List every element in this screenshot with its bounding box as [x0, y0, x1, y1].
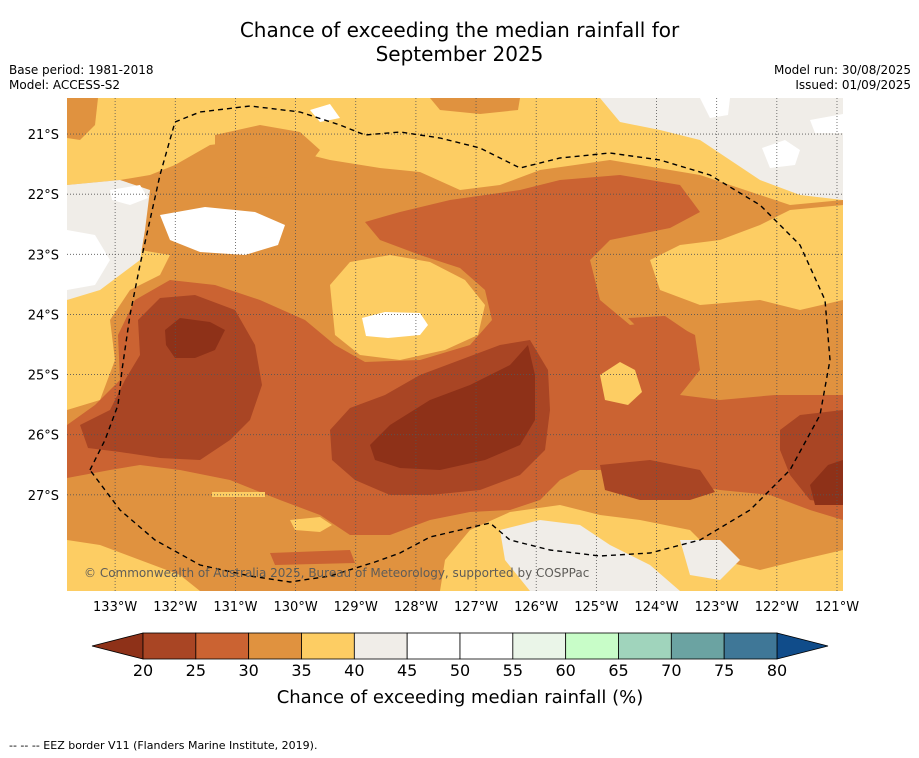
colorbar-bin	[618, 632, 672, 660]
colorbar-bin	[459, 632, 514, 660]
x-tick-label: 129°W	[334, 600, 378, 615]
y-tick-label: 24°S	[28, 308, 59, 323]
band-35-40-east-core	[600, 362, 642, 405]
band-40-45-northeast	[600, 98, 843, 200]
colorbar-tick-label: 30	[238, 661, 258, 680]
colorbar-tick-label: 65	[608, 661, 628, 680]
band-40-45-south	[500, 520, 680, 591]
x-tick-label: 130°W	[274, 600, 318, 615]
x-tick-label: 121°W	[815, 600, 859, 615]
x-tick-label: 125°W	[574, 600, 618, 615]
band-45-55-ne-3	[700, 98, 730, 118]
colorbar: 20 25 30 35 40 45 50 55 60 65 70 75 80	[91, 632, 829, 680]
band-45-55-center	[362, 312, 428, 338]
colorbar-tick-label: 35	[291, 661, 311, 680]
x-tick-label: 123°W	[695, 600, 739, 615]
band-30-35-north-blob	[215, 125, 320, 178]
colorbar-bin	[142, 632, 197, 660]
colorbar-extend-high	[776, 632, 829, 660]
y-tick-label: 21°S	[28, 128, 59, 143]
model-run: Model run: 30/08/2025	[773, 63, 911, 77]
x-axis-ticks: 133°W 132°W 131°W 130°W 129°W 128°W 127°W 126°W…	[93, 600, 859, 615]
y-tick-label: 25°S	[28, 369, 59, 384]
chart-title: Chance of exceeding the median rainfall …	[0, 18, 919, 66]
y-tick-label: 27°S	[28, 489, 59, 504]
x-tick-label: 132°W	[153, 600, 197, 615]
band-below20-center	[370, 345, 535, 470]
band-45-55-west-2	[110, 185, 148, 205]
x-tick-label: 128°W	[394, 600, 438, 615]
colorbar-tick-label: 20	[133, 661, 153, 680]
colorbar-bin	[512, 632, 567, 660]
band-35-40-sw-small	[290, 517, 332, 532]
colorbar-tick-label: 60	[555, 661, 575, 680]
colorbar-tick-label: 75	[714, 661, 734, 680]
band-45-55-ne-2	[810, 114, 843, 133]
colorbar-tick-label: 55	[503, 661, 523, 680]
band-below20-far-east	[810, 460, 843, 505]
x-tick-label: 133°W	[93, 600, 137, 615]
colorbar-tick-label: 70	[661, 661, 681, 680]
x-tick-label: 122°W	[755, 600, 799, 615]
colorbar-extend-low	[91, 632, 144, 660]
footnote: -- -- -- EEZ border V11 (Flanders Marine…	[9, 739, 318, 752]
band-30-35-north-2	[430, 98, 520, 114]
colorbar-tick-label: 40	[344, 661, 364, 680]
x-tick-label: 127°W	[454, 600, 498, 615]
colorbar-tick-label: 50	[450, 661, 470, 680]
contour-field	[67, 98, 843, 591]
band-45-55-nw-edge	[67, 230, 110, 290]
colorbar-label: Chance of exceeding median rainfall (%)	[277, 687, 644, 708]
y-tick-label: 22°S	[28, 188, 59, 203]
band-35-40-east	[650, 205, 843, 310]
band-45-55-west	[160, 207, 285, 255]
band-25-30-sw	[270, 550, 355, 565]
x-tick-label: 126°W	[514, 600, 558, 615]
band-25-30-east	[628, 316, 697, 380]
x-tick-label: 124°W	[634, 600, 678, 615]
x-tick-label: 131°W	[213, 600, 257, 615]
band-45-55-northeast	[762, 140, 800, 168]
colorbar-bin	[406, 632, 461, 660]
y-tick-label: 26°S	[28, 429, 59, 444]
y-axis-ticks: 21°S 22°S 23°S 24°S 25°S 26°S 27°S	[28, 128, 59, 504]
colorbar-bin	[353, 632, 408, 660]
y-tick-label: 23°S	[28, 248, 59, 263]
colorbar-bin	[565, 632, 619, 660]
graticule	[67, 98, 843, 591]
colorbar-tick-label: 45	[397, 661, 417, 680]
colorbar-bin	[723, 632, 778, 660]
colorbar-bin	[670, 632, 725, 660]
meta-left: Base period: 1981-2018 Model: ACCESS-S2	[9, 63, 154, 93]
copyright-text: © Commonwealth of Australia 2025, Bureau…	[84, 566, 589, 580]
band-below20-west	[165, 318, 225, 358]
colorbar-tick-label: 80	[767, 661, 787, 680]
band-30-35-nw-corner	[67, 98, 98, 140]
band-35-40-southwest	[67, 540, 200, 591]
issued-date: Issued: 01/09/2025	[795, 78, 911, 92]
title-line-2: September 2025	[375, 42, 544, 66]
colorbar-bin	[195, 632, 250, 660]
title-line-1: Chance of exceeding the median rainfall …	[239, 18, 680, 42]
model-name: Model: ACCESS-S2	[9, 78, 121, 92]
colorbar-tick-label: 25	[186, 661, 206, 680]
band-20-25-east	[600, 460, 715, 500]
colorbar-bin	[248, 632, 302, 660]
band-25-30-main	[67, 175, 843, 535]
base-period: Base period: 1981-2018	[9, 63, 154, 77]
meta-right: Model run: 30/08/2025 Issued: 01/09/2025	[774, 63, 911, 93]
band-40-45-south-2	[680, 540, 740, 580]
colorbar-bin	[301, 632, 355, 660]
